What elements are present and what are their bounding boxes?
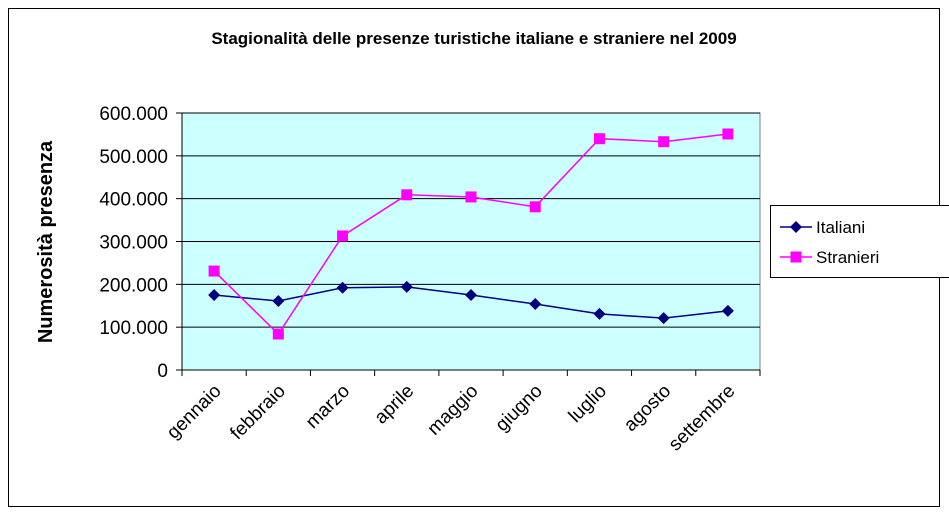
- y-tick-label: 200.000: [99, 275, 168, 296]
- marker: [722, 128, 734, 140]
- marker: [790, 251, 802, 263]
- marker: [790, 221, 802, 233]
- y-axis-title: Numerosità presenza: [35, 140, 57, 343]
- marker: [465, 289, 477, 302]
- legend-label: Italiani: [816, 218, 865, 237]
- marker: [400, 280, 413, 293]
- y-tick-label: 500.000: [99, 147, 168, 168]
- marker: [336, 281, 349, 294]
- marker: [657, 312, 670, 325]
- marker: [529, 298, 542, 311]
- y-tick-label: 600.000: [99, 104, 168, 125]
- y-tick-label: 300.000: [99, 233, 168, 254]
- marker: [465, 191, 477, 203]
- y-tick-label: 400.000: [99, 190, 168, 211]
- marker: [208, 289, 221, 302]
- legend-box: [770, 205, 949, 278]
- marker: [721, 304, 734, 317]
- y-tick-label: 0: [157, 361, 168, 382]
- marker: [658, 136, 670, 148]
- marker: [593, 307, 606, 320]
- marker: [272, 295, 285, 308]
- marker: [272, 328, 284, 340]
- marker: [337, 230, 349, 242]
- marker: [401, 189, 413, 201]
- chart-title: Stagionalità delle presenze turistiche i…: [211, 29, 736, 48]
- legend-label: Stranieri: [816, 248, 879, 267]
- y-tick-label: 100.000: [99, 318, 168, 339]
- marker: [593, 133, 605, 145]
- marker: [208, 265, 220, 277]
- marker: [529, 201, 541, 213]
